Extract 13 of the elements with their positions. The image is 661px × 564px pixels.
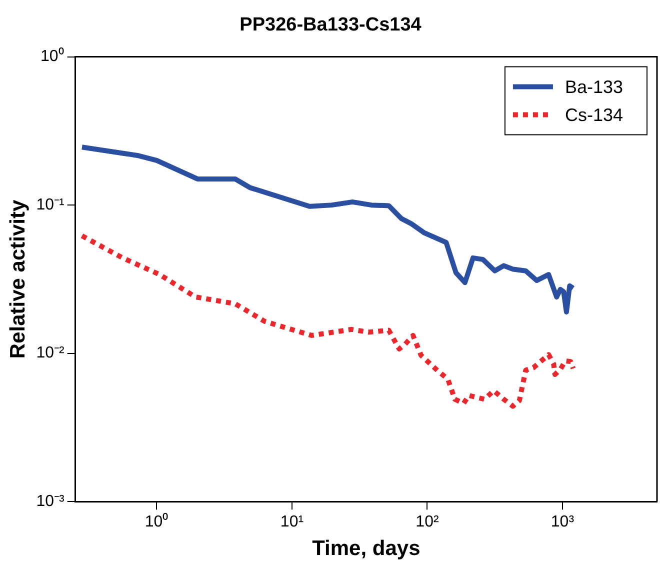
x-tick-label: 10⁰ — [144, 512, 169, 531]
x-tick-label: 10¹ — [280, 514, 304, 531]
y-tick-label: 10⁰ — [40, 47, 64, 66]
y-tick-label: 10⁻² — [36, 344, 65, 362]
x-axis-title: Time, days — [312, 537, 420, 560]
y-tick-label: 10⁻³ — [36, 493, 65, 510]
x-tick-label: 10² — [416, 514, 440, 531]
legend-label: Ba-133 — [564, 76, 624, 97]
x-tick-label: 10³ — [550, 514, 575, 531]
y-tick-label: 10⁻¹ — [36, 196, 64, 214]
y-axis-title: Relative activity — [6, 200, 30, 359]
legend-label: Cs-134 — [564, 104, 623, 125]
chart-title: PP326-Ba133-Cs134 — [240, 14, 422, 36]
